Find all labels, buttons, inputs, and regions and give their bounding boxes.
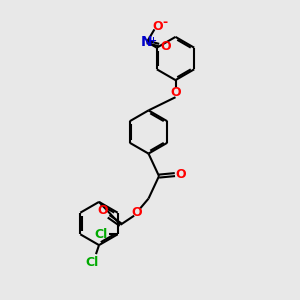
Text: O: O <box>176 168 186 181</box>
Text: -: - <box>162 16 167 29</box>
Text: O: O <box>132 206 142 219</box>
Text: O: O <box>160 40 171 53</box>
Text: Cl: Cl <box>94 228 107 241</box>
Text: O: O <box>153 20 163 34</box>
Text: N: N <box>141 35 153 49</box>
Text: O: O <box>97 204 108 218</box>
Text: +: + <box>149 36 156 45</box>
Text: Cl: Cl <box>86 256 99 269</box>
Text: O: O <box>170 86 181 99</box>
